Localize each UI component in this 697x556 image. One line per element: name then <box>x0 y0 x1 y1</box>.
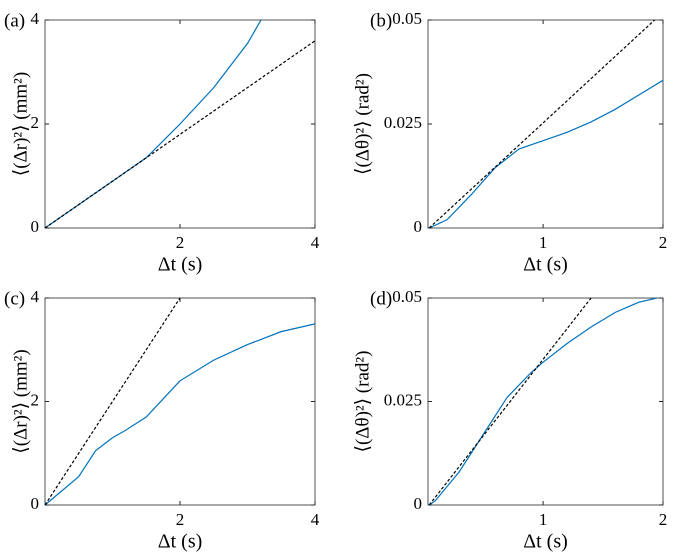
x-axis-label: Δt (s) <box>523 254 568 276</box>
x-tick-label: 1 <box>539 233 548 252</box>
y-tick-label: 2 <box>31 113 40 132</box>
y-tick-label: 0.05 <box>392 9 422 28</box>
x-tick-label: 2 <box>659 233 668 252</box>
y-tick-label: 0.05 <box>392 287 422 306</box>
y-axis-label: ⟨(Δθ)²⟩ (rad²) <box>352 351 373 453</box>
x-tick-label: 1 <box>539 510 548 529</box>
data-line <box>428 79 664 229</box>
panel-label: (a) <box>4 10 25 31</box>
x-axis-label: Δt (s) <box>523 531 568 553</box>
data-line <box>44 297 181 506</box>
y-tick-label: 0.025 <box>384 113 422 132</box>
data-line <box>44 19 262 229</box>
x-axis-label: Δt (s) <box>158 531 203 553</box>
y-tick-label: 4 <box>31 287 40 306</box>
x-axis-label: Δt (s) <box>158 254 203 276</box>
panel-label: (b) <box>370 10 392 31</box>
y-tick-label: 0 <box>414 217 423 236</box>
panel-label: (c) <box>4 288 25 309</box>
x-tick-label: 4 <box>311 510 320 529</box>
y-tick-label: 2 <box>31 390 40 409</box>
axes-frame <box>44 297 316 506</box>
x-tick-label: 2 <box>176 233 185 252</box>
y-tick-label: 0 <box>31 494 40 513</box>
panel-label: (d) <box>370 288 392 309</box>
y-axis-label: ⟨(Δr)²⟩ (mm²) <box>10 72 31 176</box>
data-line <box>428 297 658 506</box>
data-line <box>44 323 316 506</box>
data-line <box>428 297 592 506</box>
y-tick-label: 0 <box>414 494 423 513</box>
y-tick-label: 0 <box>31 217 40 236</box>
x-tick-label: 2 <box>659 510 668 529</box>
x-tick-label: 2 <box>176 510 185 529</box>
y-tick-label: 0.025 <box>384 390 422 409</box>
axes-frame <box>427 297 664 506</box>
y-axis-label: ⟨(Δθ)²⟩ (rad²) <box>352 73 373 175</box>
y-tick-label: 4 <box>31 9 40 28</box>
y-axis-label: ⟨(Δr)²⟩ (mm²) <box>10 349 31 453</box>
x-tick-label: 4 <box>311 233 320 252</box>
data-line <box>428 19 656 229</box>
